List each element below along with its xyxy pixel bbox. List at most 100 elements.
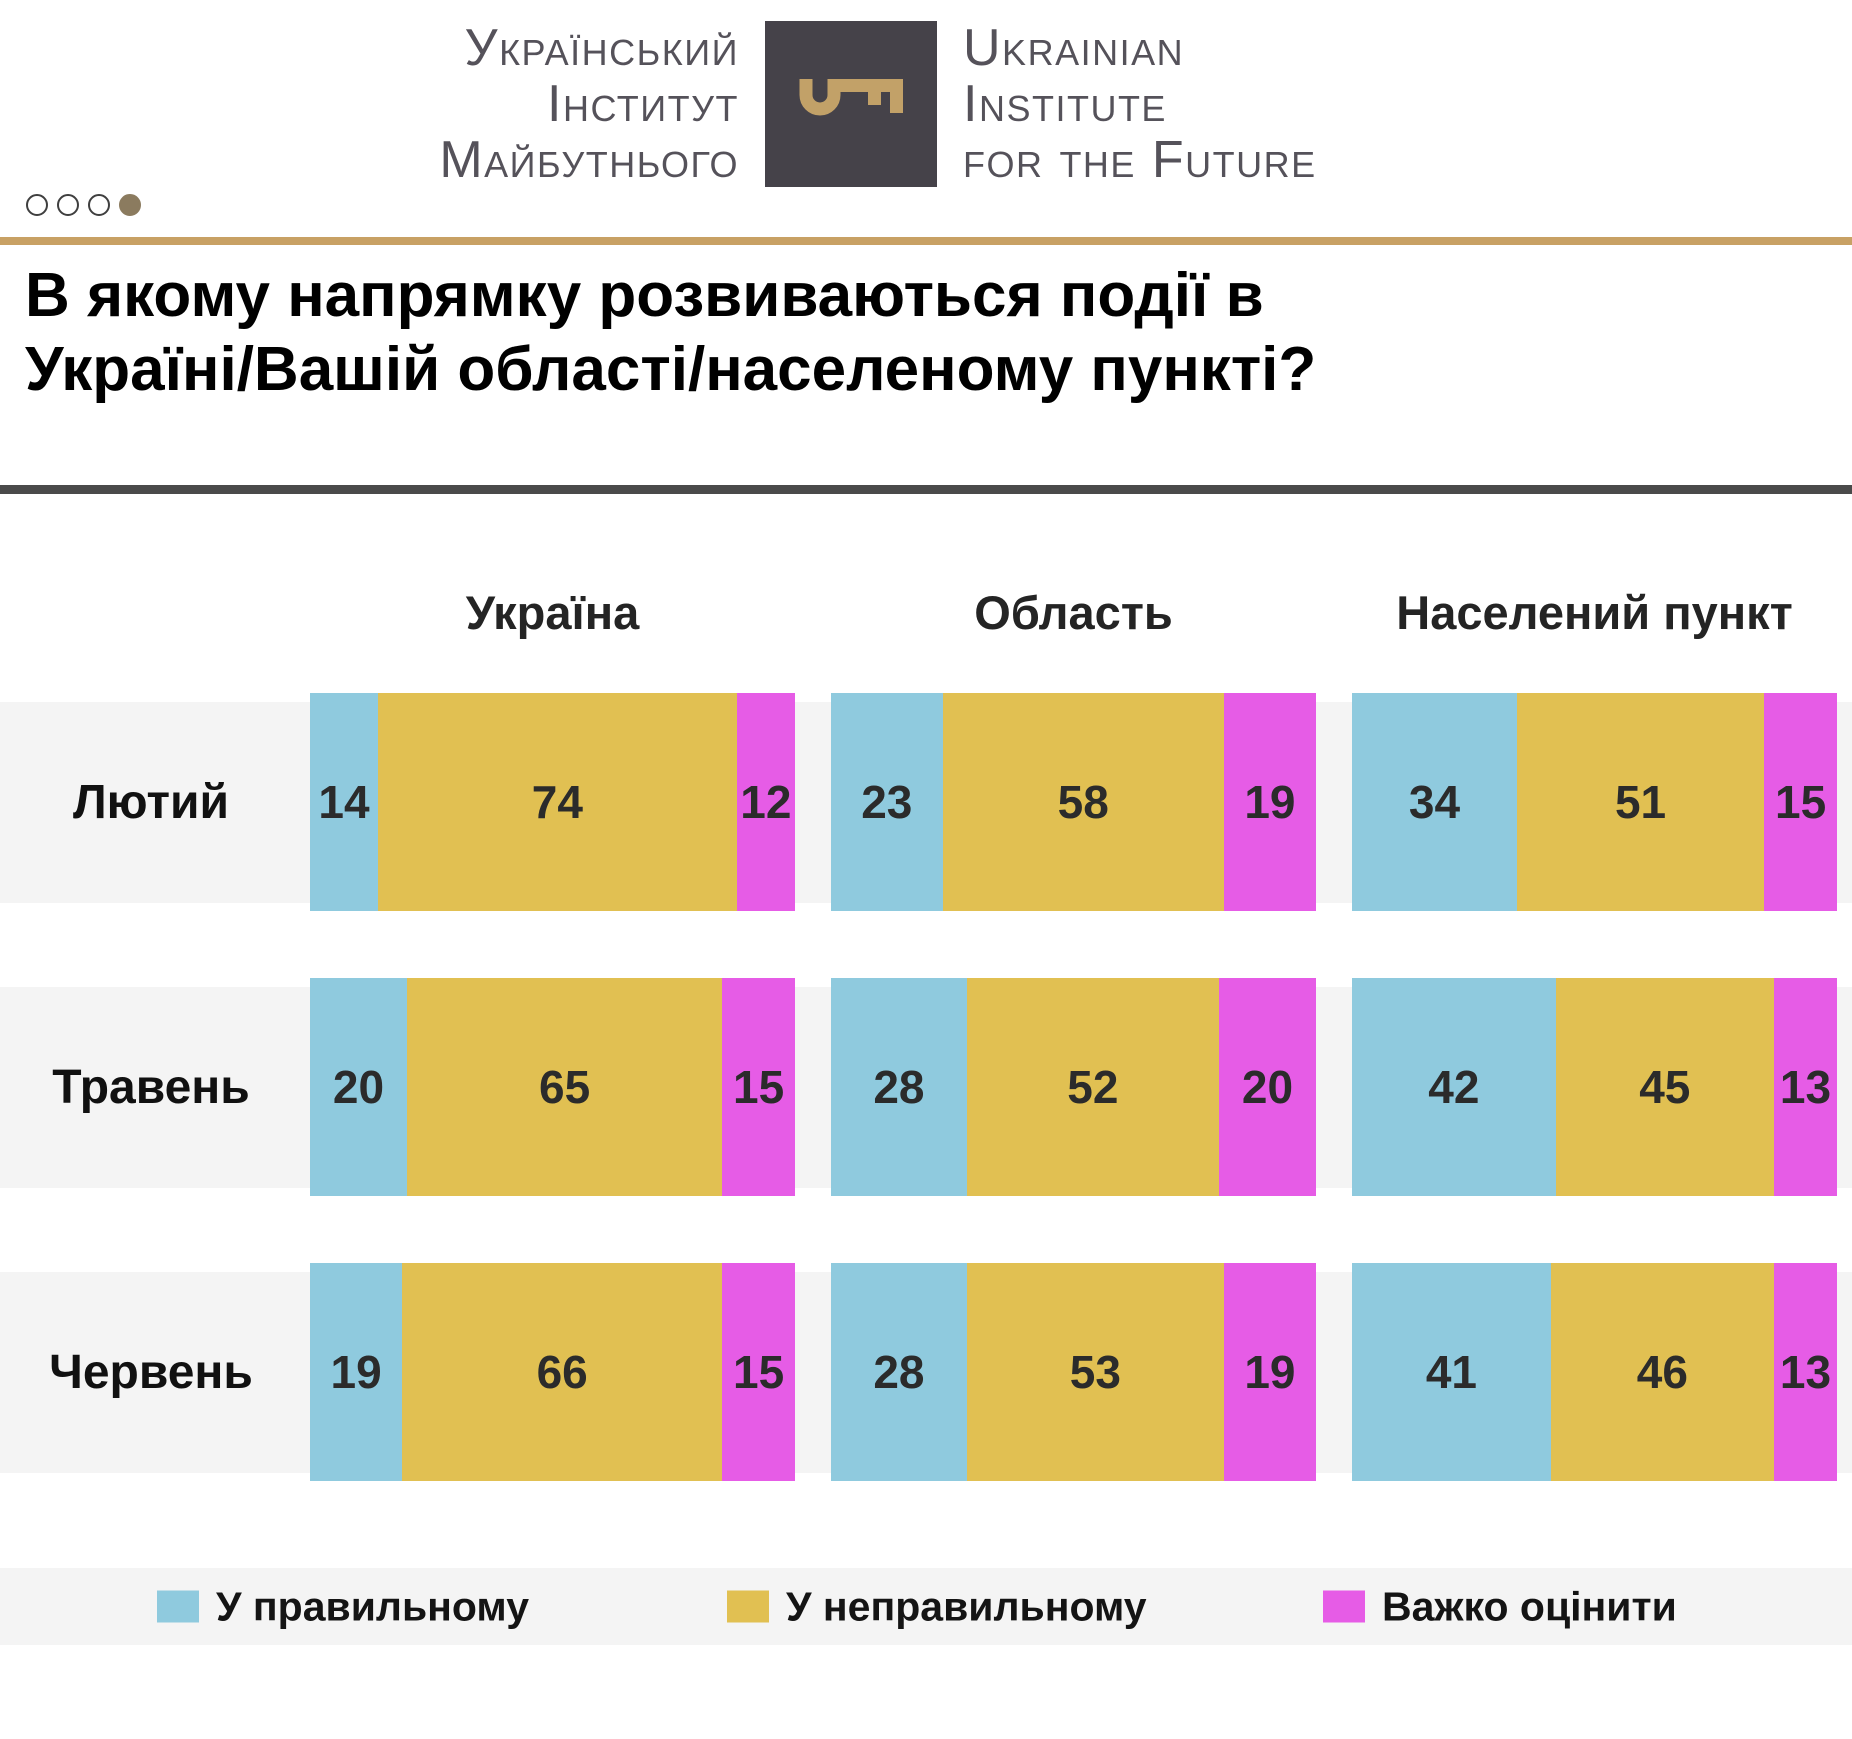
pagination-dot[interactable] [57,194,79,216]
stacked-bar: 20 65 15 [310,978,795,1196]
stacked-bar: 28 53 19 [831,1263,1316,1481]
bar-segment: 12 [736,693,795,911]
bar-segment: 58 [942,693,1224,911]
logo: Український Інститут Майбутнього Ukraini… [0,20,1804,188]
bar-segment: 13 [1773,978,1837,1196]
legend-item: У неправильному [727,1583,1147,1630]
bar-segment: 45 [1555,978,1774,1196]
bar-segment: 15 [1764,693,1837,911]
title-divider [0,485,1852,494]
bar-value: 19 [330,1346,382,1398]
bar-segment: 19 [1223,693,1316,911]
bar-value: 46 [1636,1346,1688,1398]
bar-value: 15 [733,1346,785,1398]
bar-value: 58 [1057,776,1109,828]
bar-segment: 20 [1218,978,1316,1196]
bar-segment: 23 [831,693,943,911]
bar-segment: 19 [310,1263,403,1481]
logo-line: Український [464,19,739,77]
pagination-dot[interactable] [26,194,48,216]
bar-segment: 53 [966,1263,1224,1481]
logo-square [765,21,937,187]
row-label: Травень [52,1060,250,1114]
bar-value: 66 [536,1346,588,1398]
row-label: Червень [49,1345,253,1399]
bar-value: 13 [1779,1061,1832,1113]
chart-row: Травень 20 65 15 28 52 20 42 45 13 [0,978,1852,1196]
stacked-bar: 28 52 20 [831,978,1316,1196]
bar-segment: 34 [1352,693,1517,911]
bar-segment: 13 [1773,1263,1837,1481]
accent-divider [0,237,1852,245]
chart-row: Червень 19 66 15 28 53 19 41 46 13 [0,1263,1852,1481]
stacked-bar: 34 51 15 [1352,693,1837,911]
pagination-dot[interactable] [88,194,110,216]
bar-value: 34 [1408,776,1461,828]
bar-segment: 66 [402,1263,723,1481]
bar-value: 19 [1244,776,1296,828]
bar-value: 65 [539,1061,591,1113]
legend: У правильному У неправильному Важко оцінит… [0,1568,1852,1645]
bar-value: 12 [740,776,792,828]
bar-segment: 41 [1352,1263,1551,1481]
bar-segment: 51 [1516,693,1765,911]
logo-line: for the Future [963,131,1317,189]
bar-segment: 15 [722,1263,795,1481]
legend-label: У неправильному [786,1583,1147,1629]
bar-value: 20 [1241,1061,1294,1113]
stacked-bar: 19 66 15 [310,1263,795,1481]
pagination-dots [26,194,141,216]
bar-value: 74 [531,776,583,828]
bar-segment: 52 [966,978,1219,1196]
logo-line: Institute [963,75,1167,133]
bar-value: 13 [1779,1346,1832,1398]
logo-line: Інститут [547,75,739,133]
legend-label: Важко оцінити [1382,1583,1677,1629]
bar-value: 41 [1425,1346,1477,1398]
logo-text-english: Ukrainian Institute for the Future [963,20,1317,188]
chart: Україна Область Населений пункт Лютий 14 74 1… [0,582,1852,1481]
bar-segment: 28 [831,978,967,1196]
legend-item: Важко оцінити [1323,1583,1677,1630]
bar-value: 45 [1639,1061,1691,1113]
bar-segment: 19 [1223,1263,1316,1481]
row-label: Лютий [73,775,229,829]
bar-value: 14 [318,776,370,828]
column-header: Населений пункт [1396,585,1793,639]
bar-value: 15 [733,1061,785,1113]
bar-segment: 15 [722,978,795,1196]
bar-value: 53 [1069,1346,1121,1398]
legend-swatch [727,1590,769,1623]
stacked-bar: 41 46 13 [1352,1263,1837,1481]
logo-text-ukrainian: Український Інститут Майбутнього [439,20,739,188]
bar-segment: 42 [1352,978,1556,1196]
bar-value: 23 [861,776,913,828]
column-header: Область [974,585,1173,639]
chart-row: Лютий 14 74 12 23 58 19 34 51 15 [0,693,1852,911]
key-icon [799,79,903,116]
legend-item: У правильному [157,1583,529,1630]
logo-line: Ukrainian [963,19,1185,77]
pagination-dot[interactable] [119,194,141,216]
stacked-bar: 42 45 13 [1352,978,1837,1196]
bar-value: 28 [873,1061,925,1113]
page-title: В якому напрямку розвиваються події в Ук… [25,261,1317,404]
legend-swatch [1323,1590,1365,1623]
bar-segment: 65 [407,978,723,1196]
bar-value: 52 [1067,1061,1119,1113]
bar-value: 51 [1614,776,1667,828]
bar-value: 42 [1428,1061,1480,1113]
stacked-bar: 23 58 19 [831,693,1316,911]
logo-line: Майбутнього [439,131,739,189]
legend-label: У правильному [216,1583,530,1629]
column-header: Україна [465,585,640,639]
column-headers: Україна Область Населений пункт [0,582,1837,642]
stacked-bar: 14 74 12 [310,693,795,911]
bar-segment: 28 [831,1263,967,1481]
legend-swatch [157,1590,199,1623]
bar-segment: 46 [1550,1263,1774,1481]
bar-value: 15 [1775,776,1827,828]
bar-segment: 74 [377,693,737,911]
bar-segment: 20 [310,978,407,1196]
